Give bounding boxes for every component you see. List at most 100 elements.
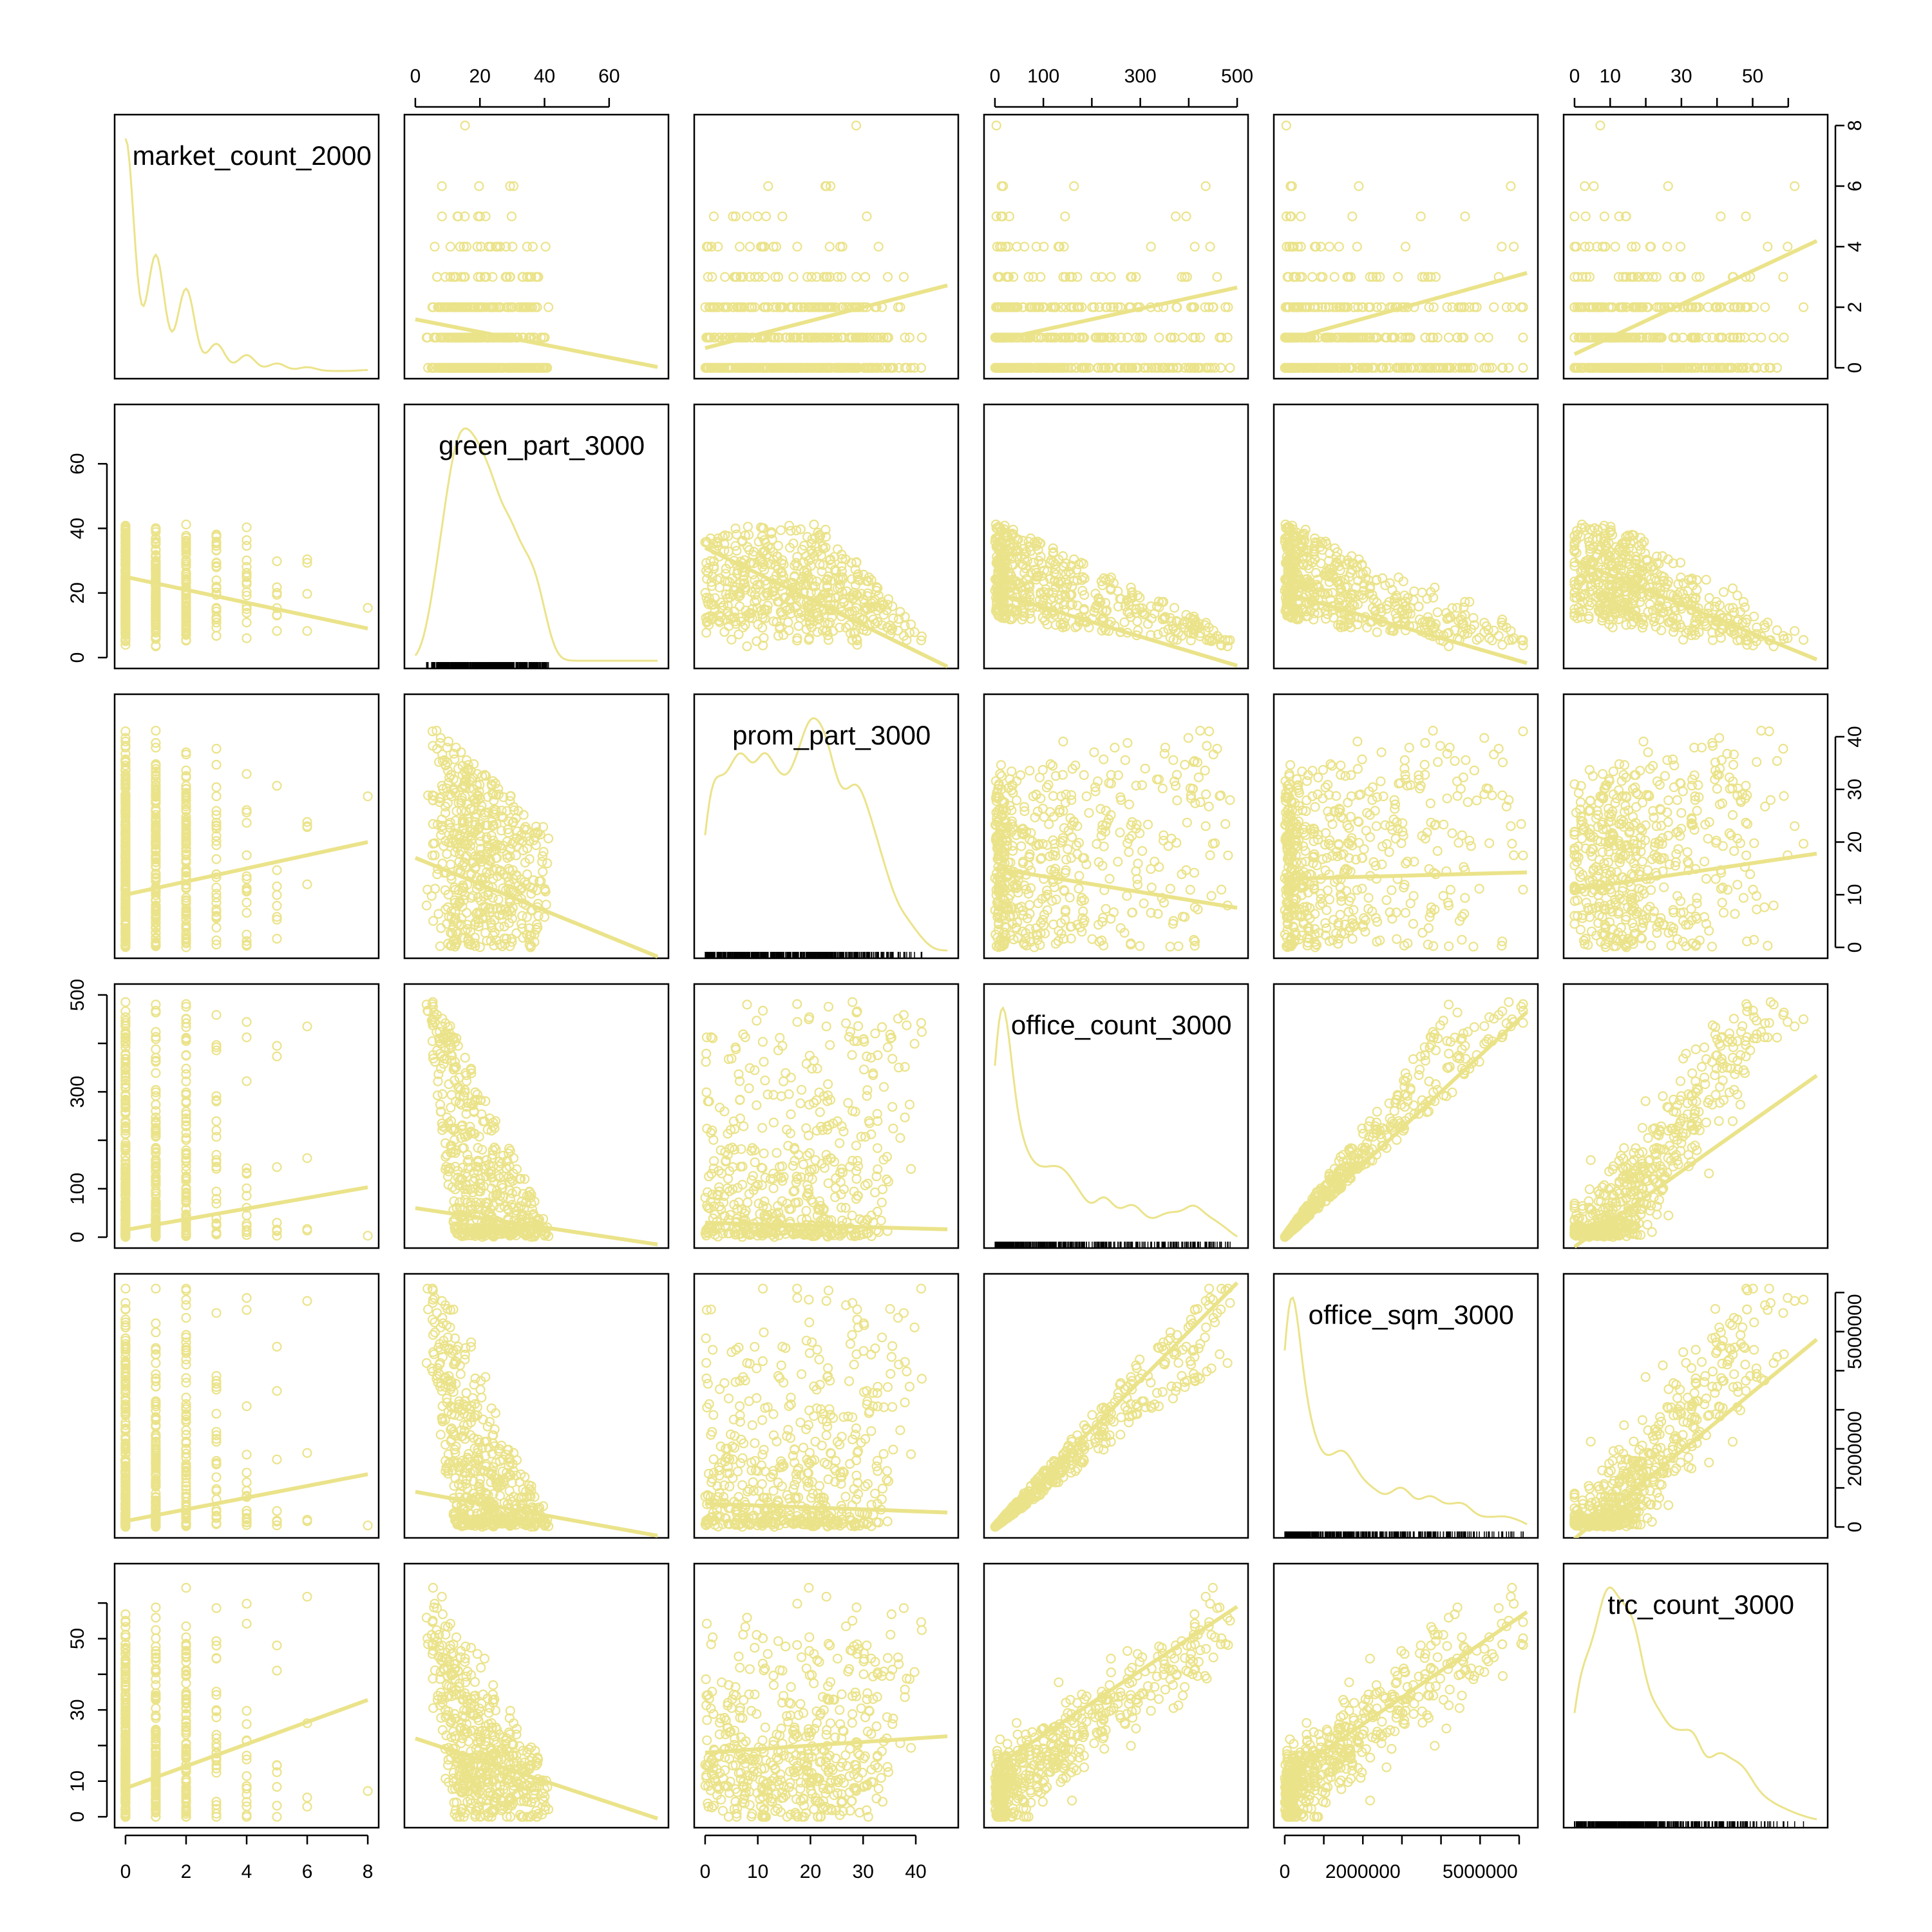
- data-point: [744, 607, 755, 618]
- data-point: [1189, 363, 1200, 373]
- data-point: [734, 601, 745, 612]
- data-point: [491, 242, 501, 252]
- data-point: [1127, 587, 1137, 597]
- data-point: [1090, 272, 1101, 282]
- data-point: [1619, 332, 1629, 343]
- data-point: [761, 211, 772, 222]
- data-point: [120, 615, 131, 626]
- data-point: [1497, 242, 1507, 252]
- data-point: [862, 332, 872, 343]
- data-point: [445, 242, 456, 252]
- data-point: [1057, 583, 1068, 593]
- data-point: [1000, 531, 1010, 542]
- data-point: [1464, 302, 1475, 312]
- data-point: [837, 363, 848, 373]
- data-point: [851, 272, 862, 282]
- data-point: [878, 332, 889, 343]
- data-point: [242, 607, 252, 618]
- data-point: [840, 554, 851, 565]
- data-point: [1700, 363, 1710, 373]
- data-point: [1049, 363, 1059, 373]
- data-point: [771, 242, 782, 252]
- data-point: [755, 522, 766, 533]
- data-point: [1385, 578, 1395, 589]
- data-point: [1089, 302, 1099, 312]
- data-point: [1589, 181, 1599, 191]
- data-point: [1039, 576, 1049, 587]
- data-point: [762, 363, 773, 373]
- data-point: [795, 612, 806, 623]
- data-point: [1571, 242, 1582, 252]
- data-point: [1363, 363, 1374, 373]
- data-point: [1634, 363, 1645, 373]
- data-point: [792, 633, 802, 643]
- data-point: [1056, 302, 1066, 312]
- data-point: [1420, 363, 1430, 373]
- data-point: [791, 558, 801, 568]
- data-point: [1096, 576, 1106, 587]
- data-point: [797, 332, 807, 343]
- data-point: [1097, 580, 1108, 591]
- data-point: [1574, 302, 1584, 312]
- data-point: [1722, 363, 1732, 373]
- data-point: [803, 302, 813, 312]
- data-point: [766, 527, 777, 537]
- data-point: [807, 574, 817, 585]
- data-point: [1067, 599, 1077, 610]
- panel-marks: [990, 120, 1238, 373]
- data-point: [809, 616, 819, 627]
- data-point: [1031, 242, 1041, 252]
- data-point: [737, 302, 747, 312]
- data-point: [1059, 562, 1069, 572]
- data-point: [823, 587, 833, 598]
- data-point: [1106, 363, 1116, 373]
- data-point: [1725, 332, 1735, 343]
- data-point: [873, 242, 884, 252]
- data-point: [1701, 332, 1711, 343]
- data-point: [1311, 242, 1321, 252]
- data-point: [1153, 363, 1164, 373]
- data-point: [1668, 363, 1679, 373]
- panel-frame: [113, 403, 380, 670]
- data-point: [806, 587, 816, 598]
- data-point: [1783, 242, 1793, 252]
- data-point: [1137, 603, 1148, 613]
- data-point: [814, 614, 825, 624]
- data-point: [817, 625, 828, 636]
- data-point: [1450, 363, 1460, 373]
- data-point: [706, 363, 717, 373]
- data-point: [826, 302, 837, 312]
- data-point: [1447, 603, 1457, 613]
- data-point: [1067, 332, 1077, 343]
- data-point: [1651, 272, 1662, 282]
- data-point: [1283, 272, 1294, 282]
- data-point: [705, 556, 715, 566]
- data-point: [832, 332, 843, 343]
- data-point: [1372, 302, 1382, 312]
- data-point: [806, 302, 817, 312]
- data-point: [1065, 590, 1075, 600]
- data-point: [1057, 551, 1068, 562]
- data-point: [436, 363, 446, 373]
- data-point: [1096, 363, 1106, 373]
- data-point: [750, 590, 760, 600]
- data-point: [151, 604, 161, 614]
- data-point: [480, 363, 491, 373]
- data-point: [1615, 363, 1625, 373]
- data-point: [872, 601, 882, 612]
- data-point: [802, 332, 813, 343]
- data-point: [1483, 332, 1493, 343]
- data-point: [302, 626, 312, 636]
- data-point: [767, 363, 777, 373]
- data-point: [916, 635, 927, 646]
- data-point: [1634, 332, 1644, 343]
- data-point: [1507, 302, 1517, 312]
- data-point: [1169, 332, 1180, 343]
- data-point: [895, 302, 905, 312]
- data-point: [1046, 302, 1056, 312]
- data-point: [1054, 363, 1064, 373]
- data-point: [1208, 302, 1218, 312]
- data-point: [1707, 363, 1718, 373]
- data-point: [840, 363, 851, 373]
- data-point: [1693, 332, 1703, 343]
